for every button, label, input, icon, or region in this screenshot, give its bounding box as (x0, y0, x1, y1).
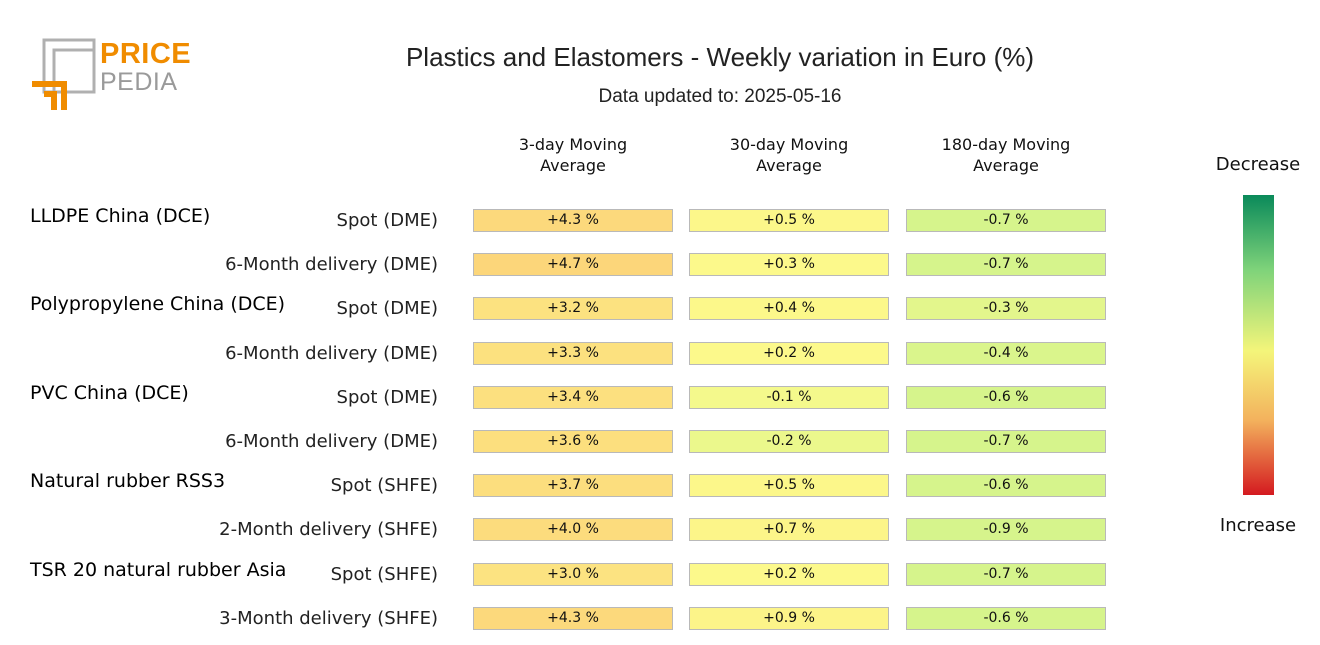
group-label: PVC China (DCE) (30, 381, 189, 404)
value-cell: -0.7 % (906, 253, 1106, 277)
column-header: 3-day Moving Average (518, 135, 628, 175)
value-cell: +3.7 % (473, 474, 673, 498)
value-cell: +0.4 % (689, 297, 889, 321)
value-cell: -0.2 % (689, 430, 889, 453)
column-header: 180-day Moving Average (941, 135, 1071, 175)
group-label: Natural rubber RSS3 (30, 470, 226, 493)
value-cell: +0.9 % (689, 606, 889, 630)
value-cell: +0.5 % (689, 474, 889, 498)
value-cell: +3.0 % (473, 562, 673, 586)
pricepedia-logo: PRICE PEDIA (30, 38, 192, 110)
row-label: Spot (DME) (336, 298, 438, 320)
value-cell: +0.3 % (689, 253, 889, 277)
group-label: TSR 20 natural rubber Asia (30, 558, 287, 581)
value-cell: -0.6 % (906, 606, 1106, 630)
row-label: 6-Month delivery (DME) (225, 342, 438, 364)
value-cell: +0.2 % (689, 341, 889, 365)
legend-decrease-label: Decrease (1215, 154, 1301, 175)
chart-subtitle: Data updated to: 2025-05-16 (598, 86, 842, 107)
chart-title: Plastics and Elastomers - Weekly variati… (405, 42, 1035, 72)
row-label: Spot (SHFE) (330, 563, 438, 585)
row-label: 6-Month delivery (DME) (225, 431, 438, 452)
value-cell: -0.7 % (906, 562, 1106, 586)
value-cell: -0.4 % (906, 341, 1106, 365)
row-label: Spot (DME) (336, 210, 438, 231)
group-label: LLDPE China (DCE) (30, 205, 211, 227)
value-cell: +3.4 % (473, 385, 673, 409)
legend-increase-label: Increase (1219, 515, 1297, 536)
value-cell: +4.3 % (473, 606, 673, 630)
value-cell: -0.6 % (906, 474, 1106, 498)
legend-color-scale (1243, 195, 1274, 495)
value-cell: -0.3 % (906, 297, 1106, 321)
logo-pedia-text: PEDIA (100, 68, 178, 96)
row-label: 3-Month delivery (SHFE) (219, 607, 438, 629)
value-cell: -0.7 % (906, 430, 1106, 453)
column-header: 30-day Moving Average (729, 135, 849, 175)
value-cell: +3.6 % (473, 430, 673, 453)
logo-mark-icon (32, 38, 96, 110)
value-cell: -0.1 % (689, 385, 889, 409)
value-cell: +4.7 % (473, 253, 673, 277)
value-cell: +0.5 % (689, 209, 889, 232)
row-label: Spot (SHFE) (330, 475, 438, 497)
value-cell: -0.9 % (906, 518, 1106, 542)
value-cell: +4.3 % (473, 209, 673, 232)
value-cell: +0.2 % (689, 562, 889, 586)
value-cell: -0.7 % (906, 209, 1106, 232)
row-label: 6-Month delivery (DME) (225, 254, 438, 276)
row-label: 2-Month delivery (SHFE) (219, 519, 438, 541)
value-cell: +4.0 % (473, 518, 673, 542)
value-cell: +0.7 % (689, 518, 889, 542)
value-cell: -0.6 % (906, 385, 1106, 409)
value-cell: +3.2 % (473, 297, 673, 321)
row-label: Spot (DME) (336, 386, 438, 408)
logo-price-text: PRICE (100, 38, 192, 70)
group-label: Polypropylene China (DCE) (30, 293, 286, 316)
value-cell: +3.3 % (473, 341, 673, 365)
